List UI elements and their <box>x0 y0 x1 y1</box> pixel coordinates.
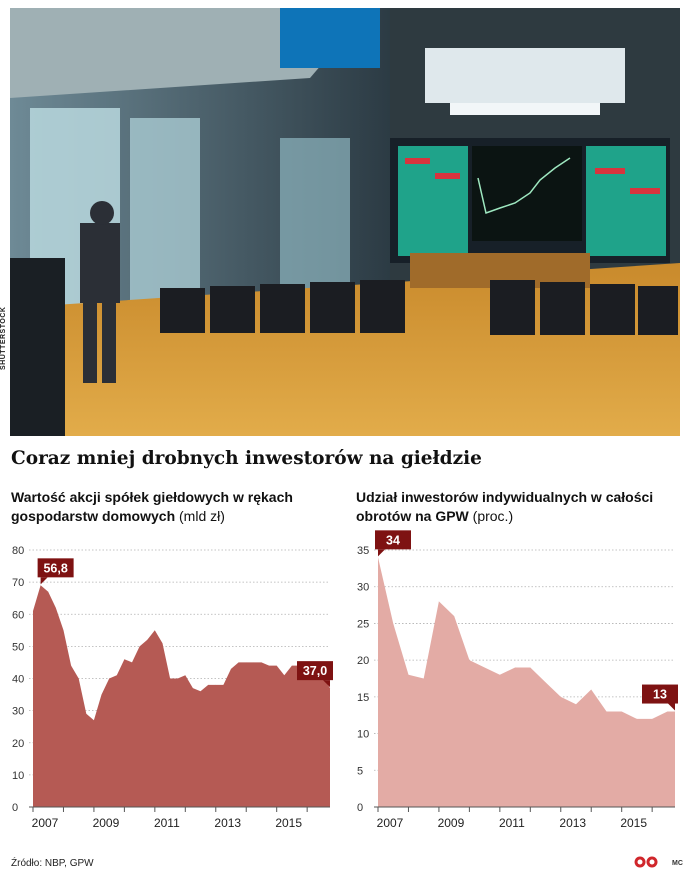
stock-exchange-photo <box>10 8 680 436</box>
right-callout: 13 <box>642 684 678 711</box>
right-x-tick-label: 2009 <box>438 816 465 830</box>
right-x-tick-label: 2007 <box>377 816 404 830</box>
photo-credit: SHUTTERSTOCK <box>0 306 7 370</box>
left-chart-title-text: Wartość akcji spółek giełdowych w rękach… <box>11 489 293 524</box>
left-y-tick-label: 80 <box>12 545 24 557</box>
rp-logo-icon <box>634 856 658 868</box>
right-y-tick-label: 35 <box>357 545 369 557</box>
left-callout: 37,0 <box>297 661 333 688</box>
left-callout: 56,8 <box>37 558 74 585</box>
left-area-series <box>33 585 330 807</box>
right-callout-pointer <box>668 703 675 711</box>
right-callout-pointer <box>378 549 385 557</box>
left-y-tick-label: 50 <box>12 641 24 653</box>
right-y-tick-label: 30 <box>357 582 369 594</box>
left-y-tick-label: 30 <box>12 706 24 718</box>
author-initials: MC <box>672 860 683 867</box>
right-x-tick-label: 2013 <box>559 816 586 830</box>
right-chart-unit: (proc.) <box>472 508 514 524</box>
right-callout-box <box>375 530 411 550</box>
right-y-tick-label: 15 <box>357 692 369 704</box>
left-y-tick-label: 60 <box>12 609 24 621</box>
right-callout-label: 34 <box>386 533 400 547</box>
left-callout-pointer <box>40 577 48 585</box>
source-note: Źródło: NBP, GPW <box>11 858 94 869</box>
right-y-tick-label: 0 <box>357 802 363 814</box>
left-x-tick-label: 2011 <box>154 816 180 830</box>
left-y-tick-label: 0 <box>12 802 18 814</box>
left-area-chart: 0 10 20 30 40 50 60 70 80 2007 2009 2011 2013 2015 56,… <box>12 545 333 830</box>
left-callout-pointer <box>323 680 330 688</box>
left-x-tick-label: 2009 <box>93 816 120 830</box>
left-x-tick-label: 2013 <box>214 816 241 830</box>
left-chart-title: Wartość akcji spółek giełdowych w rękach… <box>11 488 341 526</box>
left-x-tick-label: 2007 <box>32 816 59 830</box>
right-y-tick-label: 5 <box>357 765 363 777</box>
left-y-tick-label: 40 <box>12 674 24 686</box>
left-y-tick-label: 70 <box>12 577 24 589</box>
left-y-tick-label: 20 <box>12 738 24 750</box>
left-x-tick-label: 2015 <box>275 816 302 830</box>
right-x-tick-label: 2015 <box>620 816 647 830</box>
right-area-series <box>378 557 675 807</box>
right-y-tick-label: 10 <box>357 729 369 741</box>
left-chart-unit: (mld zł) <box>179 508 225 524</box>
right-callout: 34 <box>375 530 411 557</box>
left-callout-box <box>37 558 74 578</box>
right-y-tick-label: 20 <box>357 655 369 667</box>
right-callout-label: 13 <box>653 688 667 702</box>
left-y-tick-label: 10 <box>12 770 24 782</box>
right-y-tick-label: 25 <box>357 618 369 630</box>
left-callout-label: 37,0 <box>303 664 327 678</box>
right-callout-box <box>642 684 678 704</box>
right-area-chart: 0 5 10 15 20 25 30 35 2007 2009 2011 2013 2015 34 13 <box>357 530 678 830</box>
main-title: Coraz mniej drobnych inwestorów na giełd… <box>11 448 482 469</box>
left-callout-box <box>297 661 333 681</box>
right-chart-title: Udział inwestorów indywidualnych w całoś… <box>356 488 686 526</box>
right-x-tick-label: 2011 <box>499 816 525 830</box>
left-callout-label: 56,8 <box>43 561 67 575</box>
right-chart-title-text: Udział inwestorów indywidualnych w całoś… <box>356 489 654 524</box>
